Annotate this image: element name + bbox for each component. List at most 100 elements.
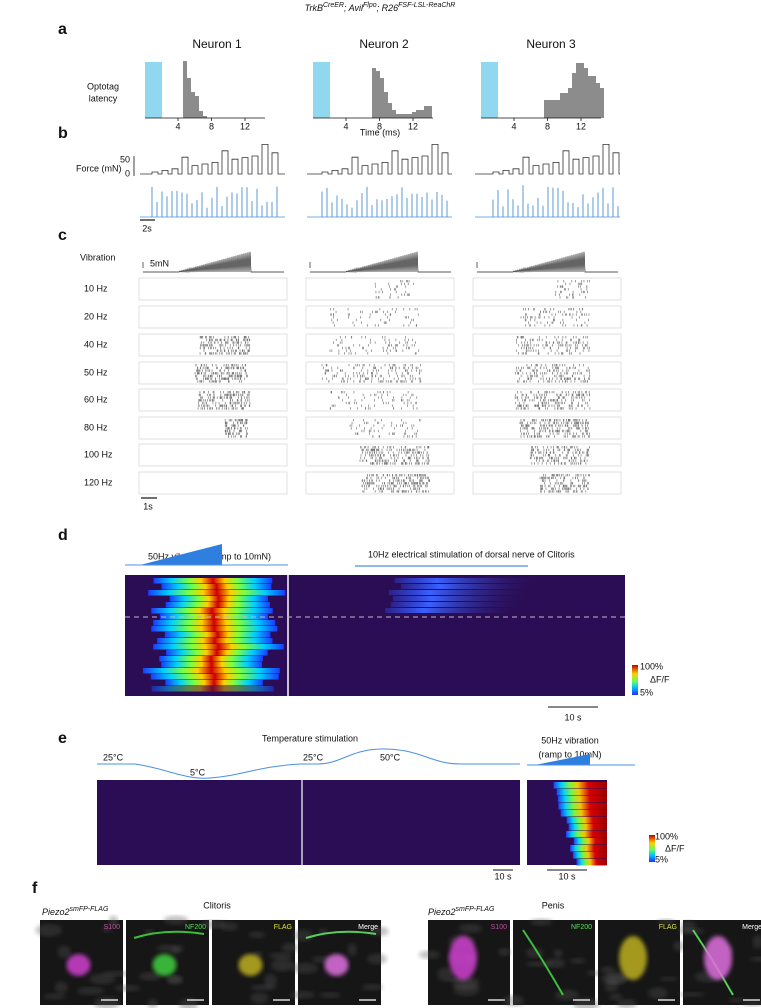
x-axis-label: Time (ms) (360, 127, 400, 137)
colorbar-label: 5% (640, 687, 653, 697)
response-row (153, 578, 273, 584)
tissue-texture (248, 931, 266, 939)
frequency-label: 100 Hz (84, 449, 113, 459)
channel-label: S100 (104, 924, 120, 931)
heatmap-rows (142, 578, 535, 692)
tissue-label: Clitoris (203, 900, 231, 910)
x-tick-label: 4 (511, 121, 516, 131)
rect-shape (372, 68, 376, 118)
tissue-texture (677, 927, 705, 935)
response-row (159, 656, 263, 662)
tissue-texture (659, 976, 678, 982)
rect-shape (183, 61, 187, 118)
response-row (392, 596, 523, 601)
heatmap (97, 780, 520, 865)
response-row (165, 602, 270, 608)
tissue-texture (114, 984, 141, 992)
x-tick-label: 4 (343, 121, 348, 131)
temperature-trace (97, 748, 520, 779)
frequency-label: 10 Hz (84, 283, 108, 293)
labeled-structure (704, 936, 732, 980)
response-row (161, 584, 272, 590)
raster-box (138, 416, 288, 440)
response-row (572, 852, 607, 859)
row-label: latency (89, 93, 118, 103)
rect-shape (388, 103, 392, 118)
raster-box (472, 333, 622, 357)
tissue-texture (264, 973, 278, 988)
tissue-texture (89, 973, 116, 985)
neuron-label: Neuron 3 (526, 37, 576, 51)
response-row (142, 668, 280, 674)
channel-label: FLAG (659, 924, 677, 931)
tissue-texture (171, 946, 181, 955)
raster-box (472, 443, 622, 467)
tissue-texture (102, 926, 113, 933)
rect-shape (145, 62, 162, 118)
raster-box (472, 361, 622, 385)
ramp (140, 544, 222, 565)
scale-label: 2s (142, 223, 152, 233)
panel-label: e (58, 730, 67, 747)
response-row (558, 803, 607, 810)
scale-label: 10 s (494, 871, 512, 881)
temperature-label: 50°C (380, 752, 401, 762)
colorbar (632, 665, 638, 695)
labeled-structure (238, 954, 263, 976)
temperature-label: 25°C (103, 752, 124, 762)
response-row (151, 608, 273, 614)
tissue-texture (281, 942, 299, 953)
temperature-label: 5°C (190, 767, 206, 777)
tissue-texture (530, 918, 553, 926)
channel-label: Merge (358, 924, 378, 931)
response-row (151, 686, 274, 692)
response-row (573, 838, 607, 845)
raster-box (138, 388, 288, 412)
response-row (148, 590, 286, 596)
tissue-texture (525, 961, 553, 967)
tissue-texture (553, 948, 563, 958)
tissue-texture (453, 982, 480, 997)
tissue-texture (290, 990, 315, 999)
stimulus-label: 10Hz electrical stimulation of dorsal ne… (368, 549, 575, 559)
colorbar-label: 100% (640, 661, 663, 671)
vibration-trace (309, 251, 451, 274)
tissue-texture (678, 992, 705, 997)
rect-shape (392, 110, 396, 118)
colorbar (649, 835, 655, 862)
response-row (557, 796, 607, 803)
labeled-structure (619, 936, 647, 980)
stimulus-label: 50Hz vibration (541, 735, 599, 745)
x-tick-label: 12 (408, 121, 418, 131)
labeled-structure (449, 936, 477, 980)
frequency-label: 60 Hz (84, 394, 108, 404)
fiber (133, 930, 205, 939)
y-tick-label: 0 (125, 168, 130, 178)
rect-shape (416, 110, 424, 118)
rect-shape (584, 68, 588, 118)
raster-box (472, 416, 622, 440)
tissue-texture (609, 993, 623, 1001)
labeled-structure (324, 954, 349, 976)
raster-box (305, 333, 455, 357)
tissue-texture (458, 923, 483, 933)
colorbar-label: 5% (655, 854, 668, 864)
figure-title: TrkBCreER; AvilFlpo; R26FSF-LSL-ReaChR (305, 2, 456, 13)
tissue-texture (292, 962, 319, 974)
force-trace (140, 144, 285, 175)
tissue-texture (76, 986, 105, 995)
rect-shape (191, 92, 195, 118)
scale-label: 10 s (558, 871, 576, 881)
colorbar-label: 100% (655, 831, 678, 841)
ramp (535, 754, 590, 765)
stimulus-label: (ramp to 10mN) (538, 749, 601, 759)
tissue-texture (569, 957, 586, 964)
tissue-texture (498, 947, 511, 956)
micrographs: S100 NF200 FLAG Merge S100 NF200 FLAG Merge (35, 915, 761, 1008)
labeled-structure (66, 954, 91, 976)
rect-shape (195, 96, 199, 118)
x-tick-label: 12 (576, 121, 586, 131)
labeled-structure (152, 954, 177, 976)
rect-shape (596, 83, 600, 118)
x-tick-label: 8 (377, 121, 382, 131)
